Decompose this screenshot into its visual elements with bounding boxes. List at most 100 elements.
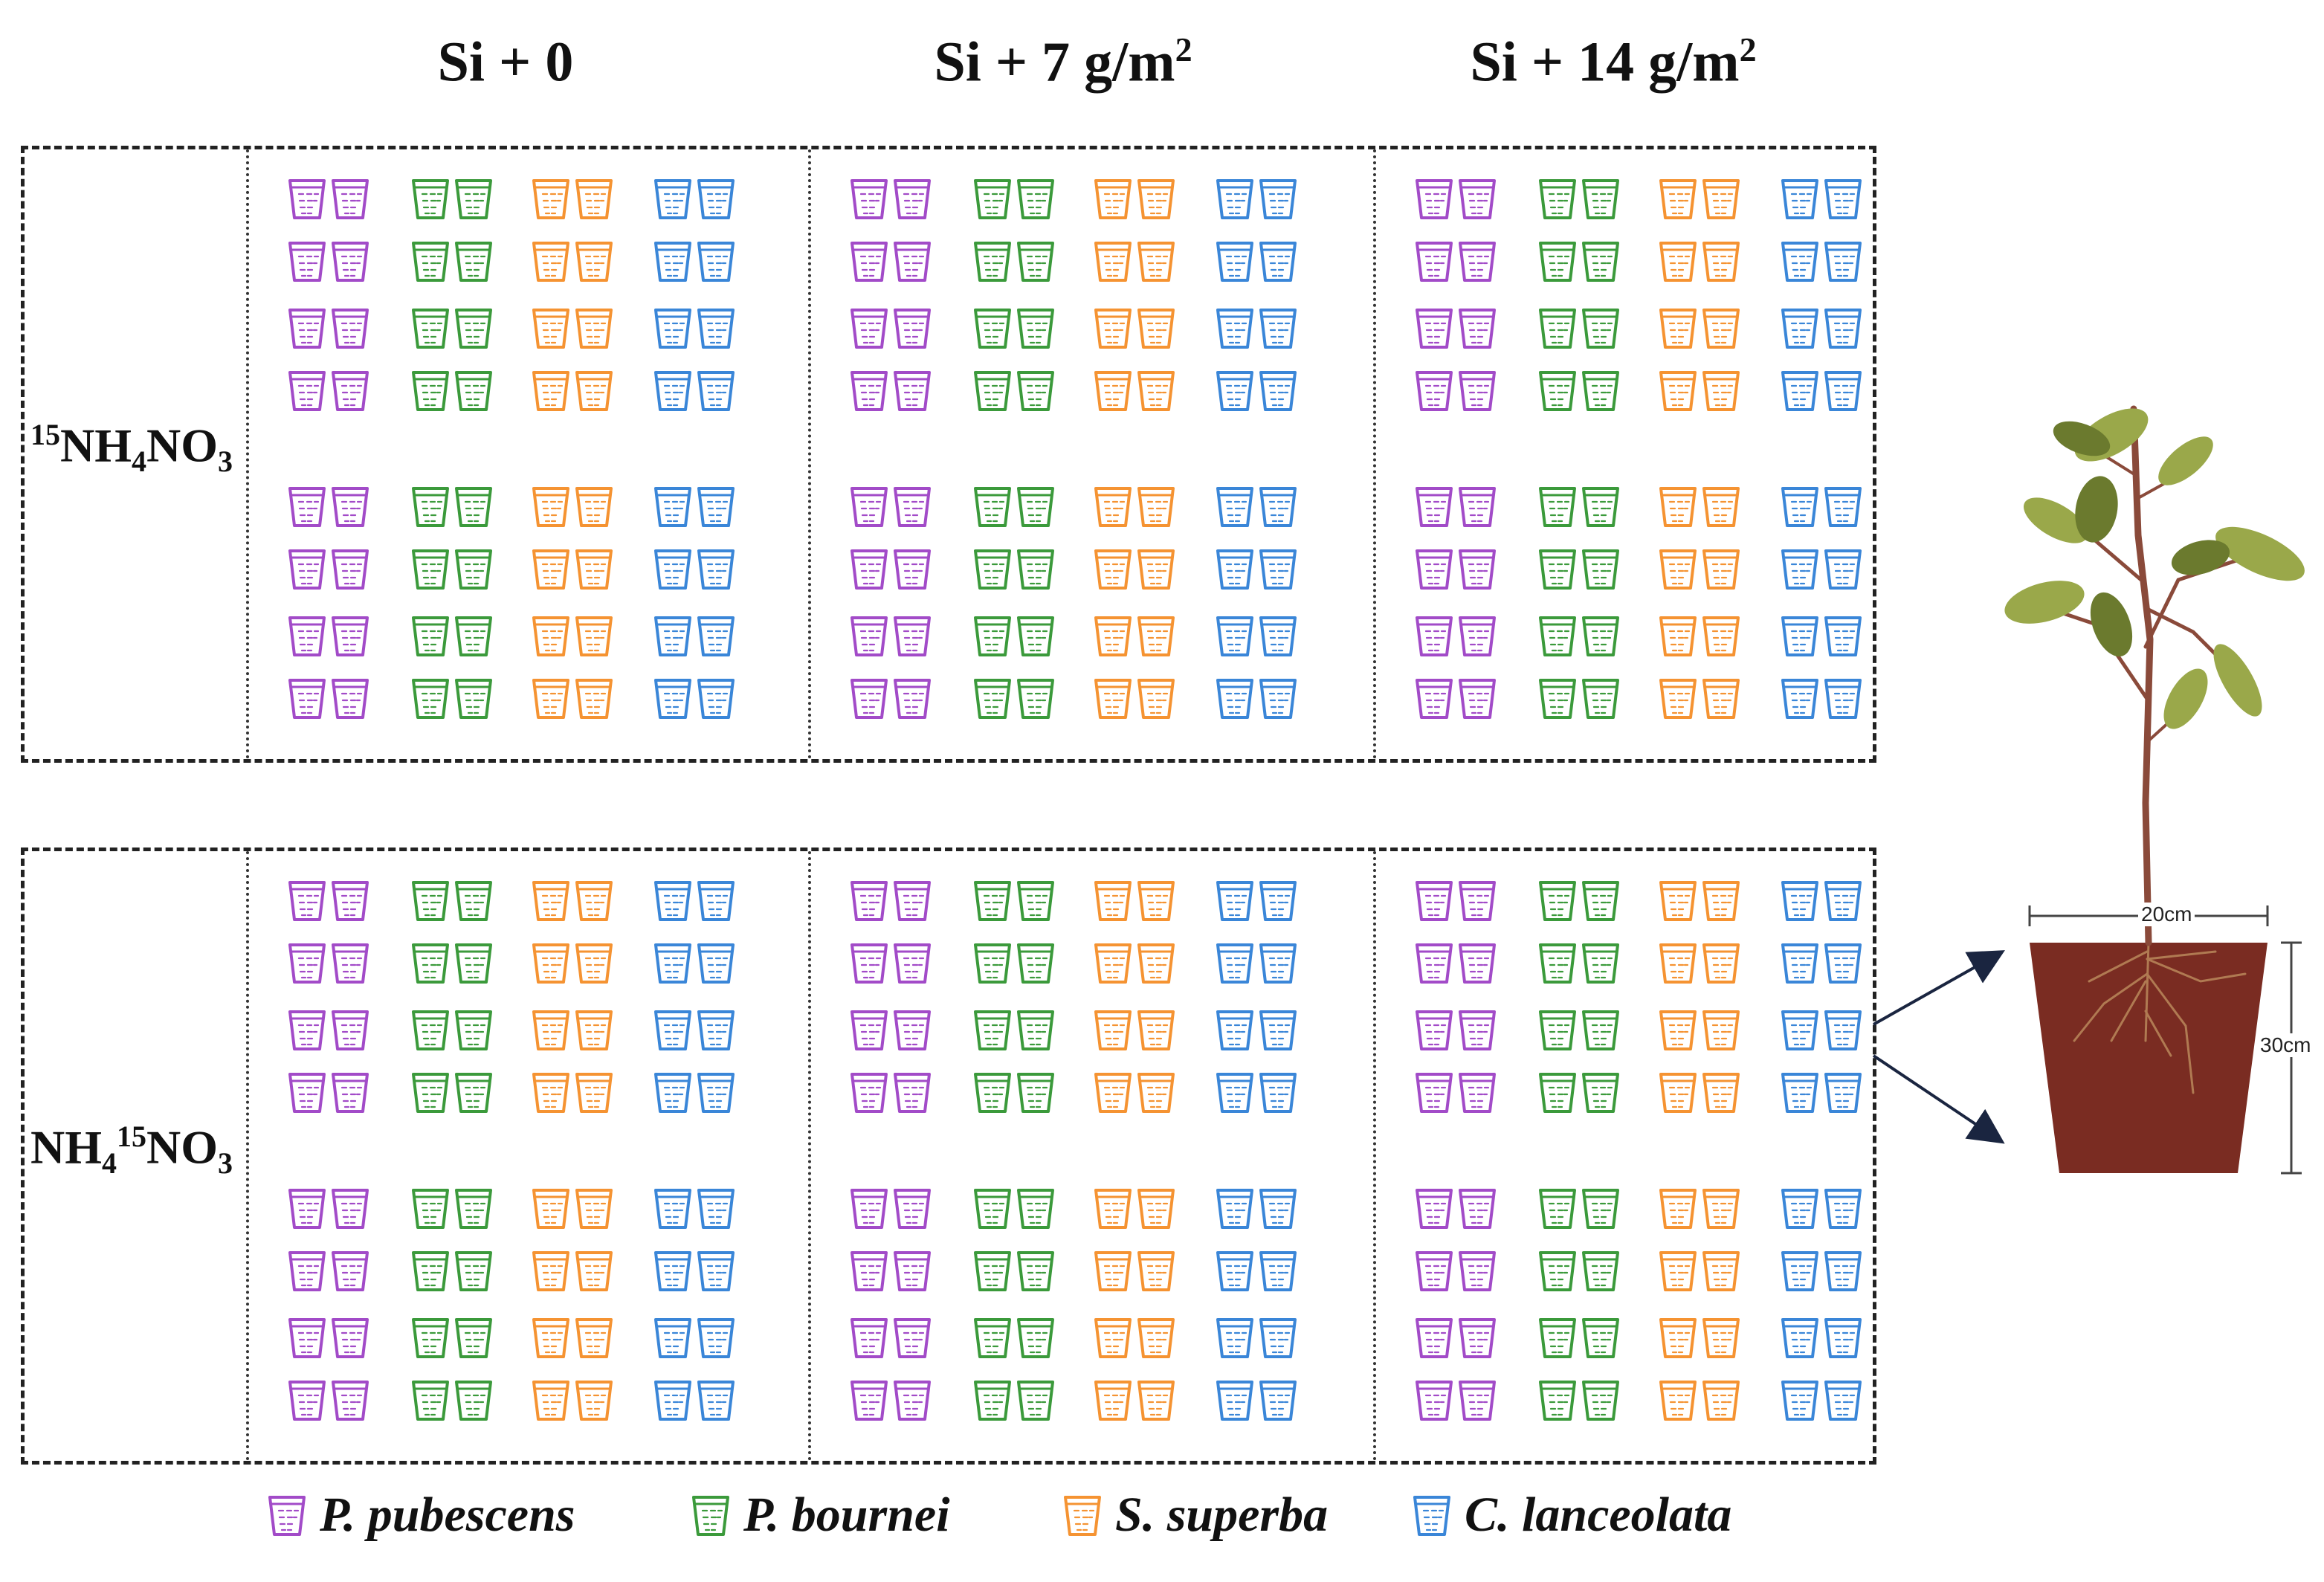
column-title-si-0: Si + 0	[437, 30, 574, 94]
pot-icon	[894, 1251, 931, 1291]
pot-icon	[1702, 943, 1740, 984]
pot-icon	[1659, 1010, 1697, 1050]
pot-icon	[654, 309, 691, 349]
pot-icon	[1659, 616, 1697, 656]
pot-icon	[1582, 1381, 1619, 1421]
pot-icon	[974, 881, 1011, 921]
pot-icon	[532, 242, 569, 282]
pot-icon	[1094, 679, 1132, 719]
pot-icon	[1824, 549, 1862, 590]
pot-icon	[1702, 881, 1740, 921]
pot-icon	[1416, 179, 1453, 219]
pot-icon	[850, 179, 888, 219]
pot-icon	[412, 881, 449, 921]
pot-icon	[575, 179, 613, 219]
pot-icon	[1137, 881, 1175, 921]
pot-icon	[288, 1010, 326, 1050]
legend-label: S. superba	[1115, 1488, 1329, 1542]
pot-icon	[1824, 242, 1862, 282]
pot-icon	[1017, 1381, 1054, 1421]
pot-icon	[575, 881, 613, 921]
pot-icon	[1702, 1073, 1740, 1113]
pot-icon	[455, 487, 492, 527]
pot-icon	[1137, 1318, 1175, 1358]
pot-icon	[412, 549, 449, 590]
pot-icon	[532, 1189, 569, 1229]
pot-icon	[288, 1251, 326, 1291]
pot-icon	[455, 1189, 492, 1229]
pot-icon	[1017, 679, 1054, 719]
pot-icon	[1824, 309, 1862, 349]
pot-icon	[332, 549, 369, 590]
pot-icon	[1017, 242, 1054, 282]
pot-icon	[1582, 1073, 1619, 1113]
pot-icon	[850, 309, 888, 349]
pot-icon	[654, 549, 691, 590]
pot-icon	[1137, 1381, 1175, 1421]
pot-icon	[455, 242, 492, 282]
pot-icon	[1017, 371, 1054, 411]
pot-icon	[654, 1251, 691, 1291]
pot-icon	[412, 1318, 449, 1358]
pot-icon	[1539, 309, 1576, 349]
pot-icon	[332, 179, 369, 219]
pot-icon	[288, 549, 326, 590]
pot-icon	[1017, 179, 1054, 219]
pot-icon	[332, 616, 369, 656]
pot-icon	[1416, 371, 1453, 411]
pot-icon	[894, 679, 931, 719]
pot-icon	[1416, 1251, 1453, 1291]
pot-icon	[850, 549, 888, 590]
pot-icon	[1216, 616, 1253, 656]
height-dimension	[2281, 941, 2302, 1175]
pot-icon	[1216, 242, 1253, 282]
pot-icon	[1781, 1251, 1818, 1291]
pot-icon	[1094, 371, 1132, 411]
pot-icon	[1539, 487, 1576, 527]
pot-icon	[575, 1318, 613, 1358]
pot-icon	[1017, 881, 1054, 921]
pane-top-si-7	[808, 149, 1373, 759]
pot-icon	[1582, 371, 1619, 411]
pot-icon	[1137, 242, 1175, 282]
pot-icon	[1702, 487, 1740, 527]
pot-icon	[1781, 943, 1818, 984]
pot-icon	[288, 179, 326, 219]
pot-icon	[697, 487, 735, 527]
row-label-15nh4no3: 15NH4NO3	[30, 418, 233, 479]
pot-icon	[1137, 487, 1175, 527]
pot-icon	[575, 1189, 613, 1229]
pot-icon	[1702, 1189, 1740, 1229]
pot-icon	[1781, 371, 1818, 411]
pot-icon	[1539, 371, 1576, 411]
pot-icon	[332, 1381, 369, 1421]
pot-icon	[850, 679, 888, 719]
pot-icon	[1017, 487, 1054, 527]
pot-icon	[1094, 616, 1132, 656]
pot-icon	[974, 1073, 1011, 1113]
pot-icon	[1416, 1073, 1453, 1113]
pot-icon	[1824, 1010, 1862, 1050]
pot-icon	[1702, 242, 1740, 282]
pot-icon	[1259, 1318, 1297, 1358]
pot-icon	[412, 1073, 449, 1113]
pot-icon	[575, 242, 613, 282]
pot-icon	[455, 881, 492, 921]
pot-icon	[332, 1010, 369, 1050]
pot-icon	[1137, 309, 1175, 349]
pot-icon	[1017, 943, 1054, 984]
pot-icon	[455, 1010, 492, 1050]
pot-icon	[850, 1251, 888, 1291]
pot-icon	[1094, 1318, 1132, 1358]
pot-icon	[1017, 1189, 1054, 1229]
pot-icon	[1259, 242, 1297, 282]
pot-icon	[1781, 309, 1818, 349]
pot-icon	[455, 1381, 492, 1421]
pot-icon	[1094, 1010, 1132, 1050]
pot-icon	[288, 1318, 326, 1358]
pot-icon	[697, 943, 735, 984]
pot-icon	[1459, 242, 1496, 282]
pot-icon	[455, 309, 492, 349]
pot-icon	[1137, 1073, 1175, 1113]
pot-icon	[1781, 679, 1818, 719]
